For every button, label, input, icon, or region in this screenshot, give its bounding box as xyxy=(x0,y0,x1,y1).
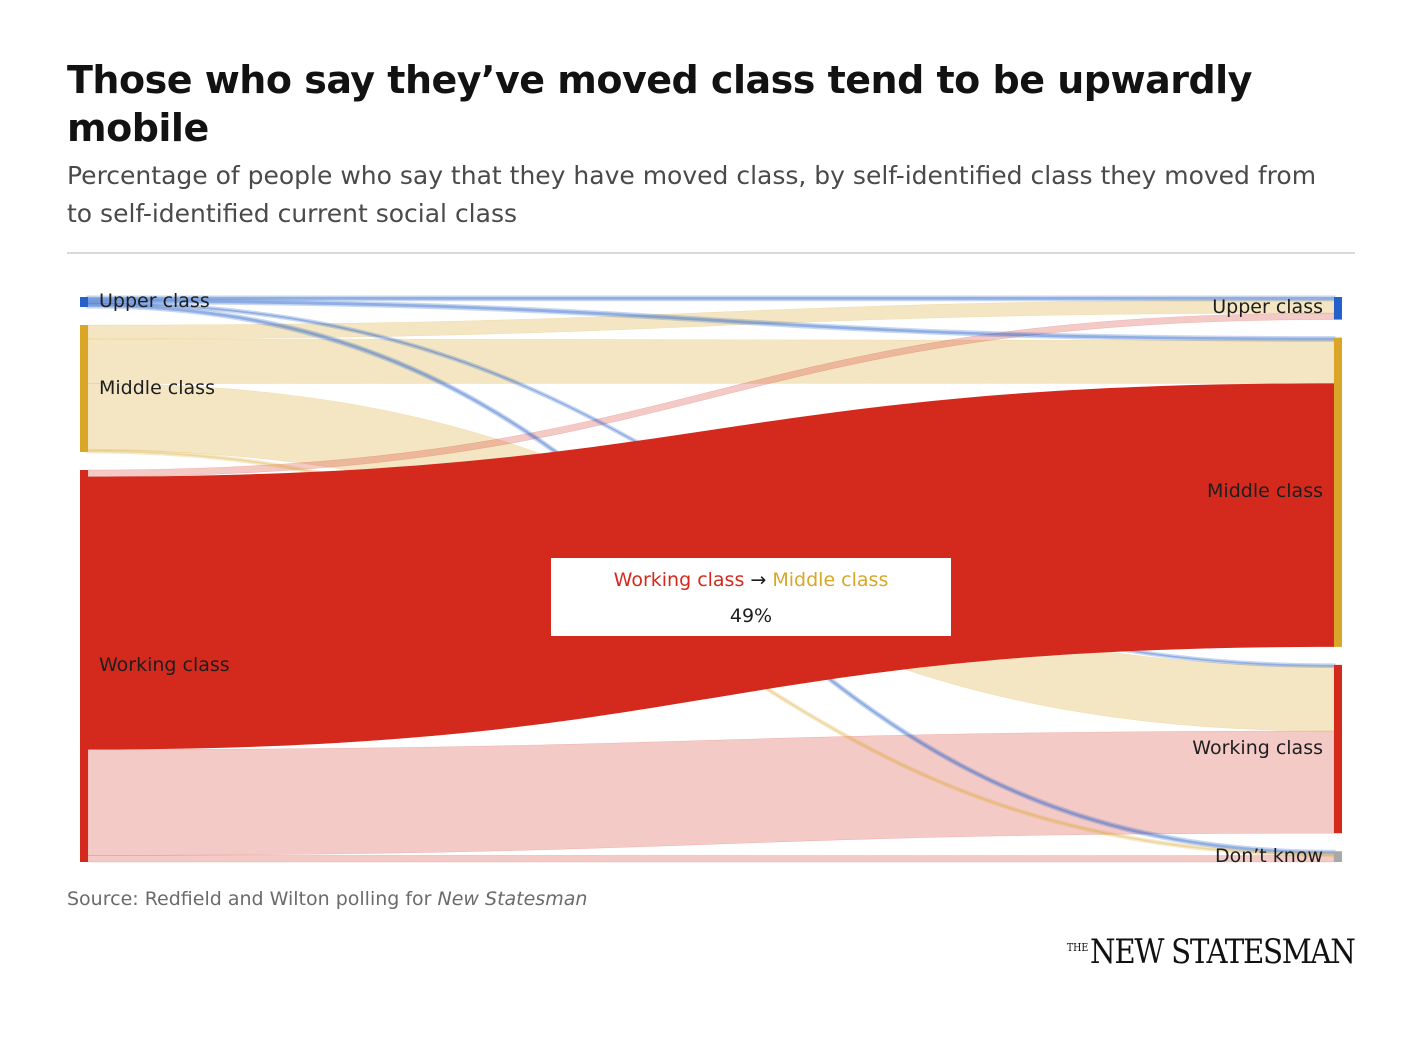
source-label-middle-class: Middle class xyxy=(99,376,215,399)
logo-name: NEW STATESMAN xyxy=(1090,932,1357,972)
sankey-link-working-classto-don-t-know[interactable] xyxy=(87,855,1335,863)
target-node-working-class[interactable] xyxy=(1334,664,1342,834)
title-divider xyxy=(67,252,1355,254)
target-label-don-t-know: Don’t know xyxy=(1214,844,1323,867)
source-node-working-class[interactable] xyxy=(80,469,88,862)
target-node-don-t-know[interactable] xyxy=(1334,851,1342,862)
source-text: Source: Redfield and Wilton polling for xyxy=(67,888,438,910)
tooltip-arrow: → xyxy=(750,569,767,591)
publisher-logo: THENEW STATESMAN xyxy=(1067,932,1357,972)
source-node-upper-class[interactable] xyxy=(80,297,88,308)
source-label-working-class: Working class xyxy=(99,653,230,676)
target-node-upper-class[interactable] xyxy=(1334,297,1342,320)
tooltip-from: Working class xyxy=(613,569,745,591)
chart-title: Those who say they’ve moved class tend t… xyxy=(67,58,1252,150)
sankey-link-upper-classto-upper-class[interactable] xyxy=(86,295,1336,302)
tooltip-route: Working class → Middle class xyxy=(551,568,951,592)
target-node-middle-class[interactable] xyxy=(1334,337,1342,647)
target-label-working-class: Working class xyxy=(1192,737,1323,760)
sankey-link-working-classto-upper-class[interactable] xyxy=(87,312,1335,477)
tooltip-to: Middle class xyxy=(772,569,889,591)
sankey-link-middle-classto-middle-class[interactable] xyxy=(87,338,1335,384)
sankey-link-working-classto-working-class[interactable] xyxy=(87,730,1335,856)
source-node-middle-class[interactable] xyxy=(80,325,88,452)
source-publication: New Statesman xyxy=(437,888,588,910)
target-label-middle-class: Middle class xyxy=(1207,480,1323,503)
chart-subtitle: Percentage of people who say that they h… xyxy=(67,161,1317,228)
source-label-upper-class: Upper class xyxy=(99,290,210,312)
logo-the: THE xyxy=(1067,941,1089,954)
tooltip-value: 49% xyxy=(729,605,773,627)
link-tooltip: Working class → Middle class 49% xyxy=(550,557,952,637)
source-note: Source: Redfield and Wilton polling for … xyxy=(67,888,587,910)
sankey-nodes xyxy=(80,297,1342,862)
target-label-upper-class: Upper class xyxy=(1212,296,1323,319)
